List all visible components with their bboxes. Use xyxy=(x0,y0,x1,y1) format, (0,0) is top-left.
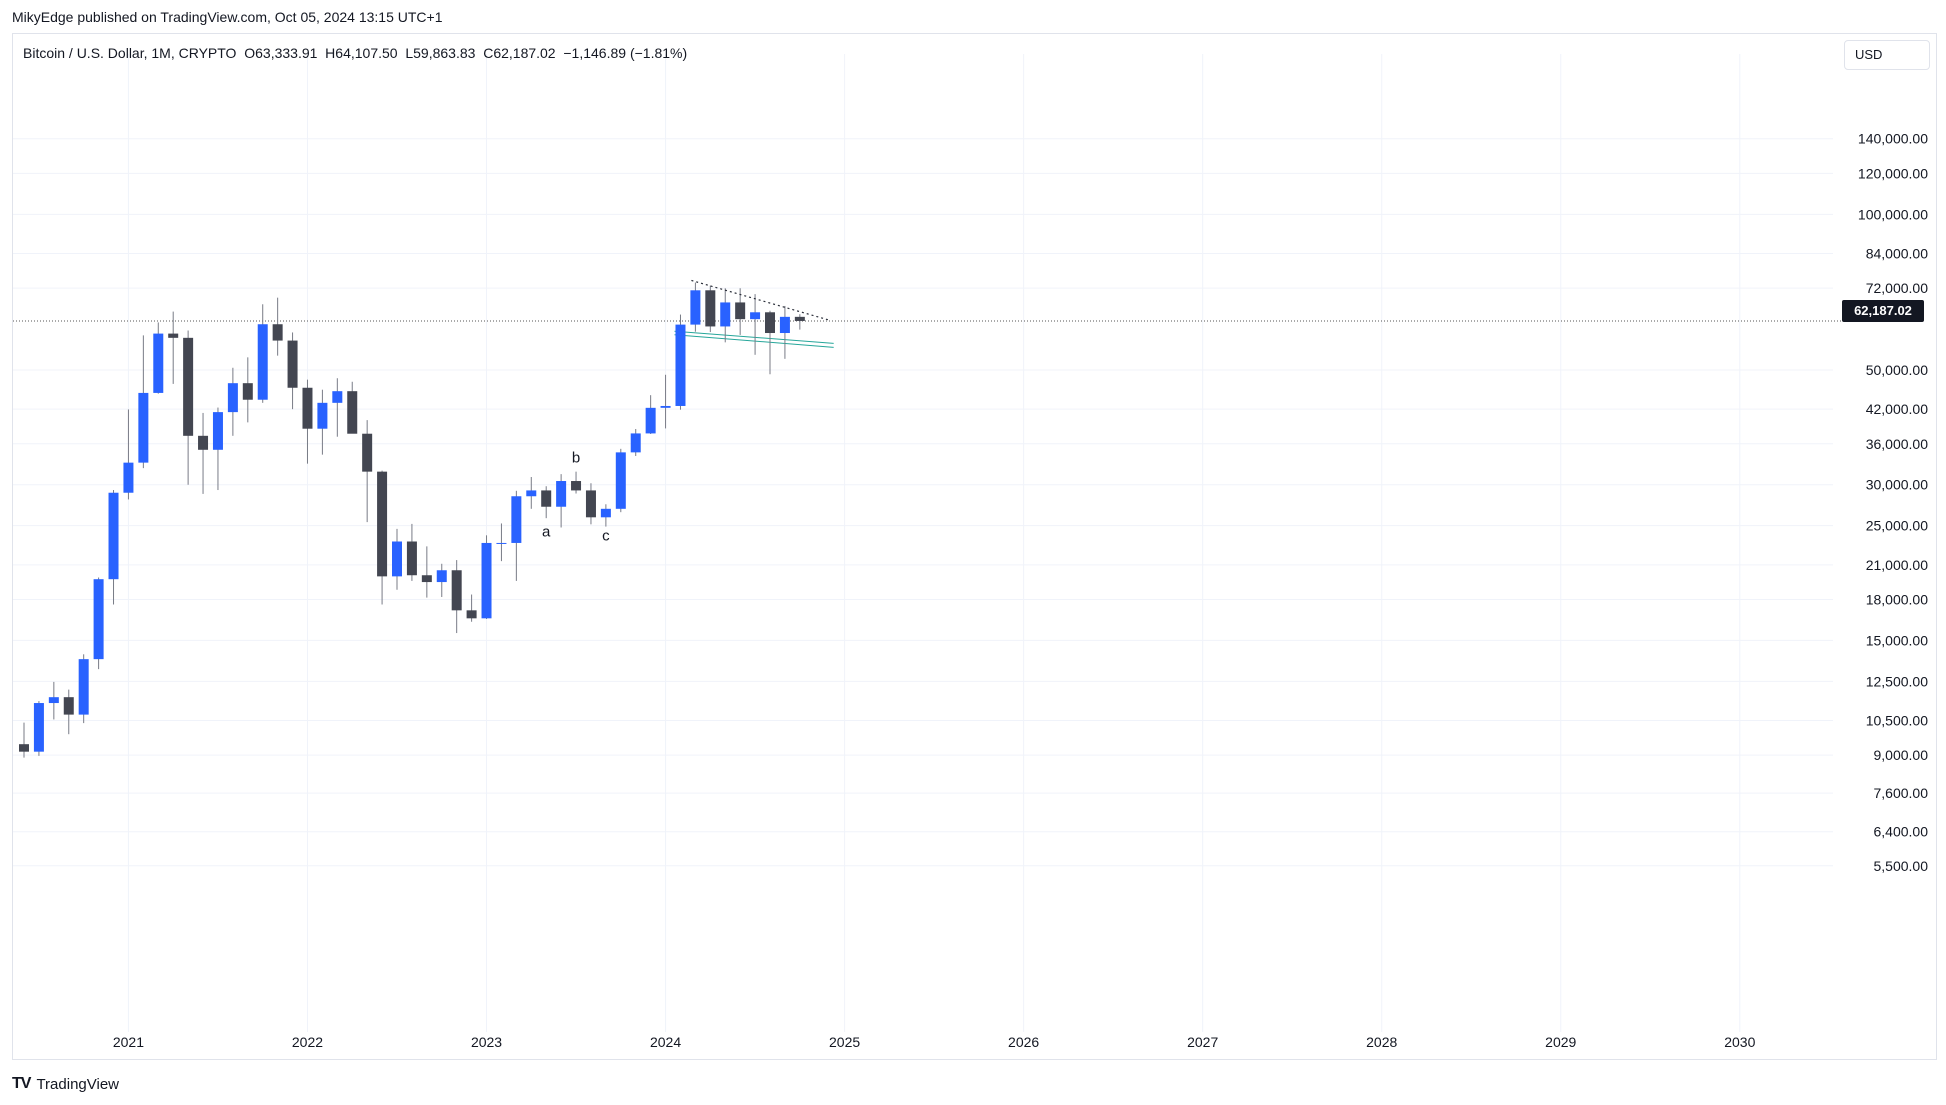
candle-down[interactable] xyxy=(362,433,373,472)
candle-down[interactable] xyxy=(168,333,179,338)
candle-down[interactable] xyxy=(19,744,29,752)
y-tick-label: 9,000.00 xyxy=(1874,747,1929,763)
candle-down[interactable] xyxy=(347,391,358,434)
symbol-name[interactable]: Bitcoin / U.S. Dollar, 1M, CRYPTO xyxy=(23,45,237,61)
candle-up[interactable] xyxy=(78,659,89,715)
candle-up[interactable] xyxy=(481,542,492,619)
chart-frame[interactable]: 5,500.00 6,400.00 7,600.00 9,000.00 10,500.0… xyxy=(12,33,1937,1060)
candle-down[interactable] xyxy=(571,481,582,491)
x-tick-label: 2025 xyxy=(829,1034,860,1050)
x-tick-label: 2029 xyxy=(1545,1034,1576,1050)
tradingview-brand[interactable]: TV TradingView xyxy=(12,1075,119,1093)
symbol-legend: Bitcoin / U.S. Dollar, 1M, CRYPTO O63,33… xyxy=(23,45,687,61)
y-tick-label: 6,400.00 xyxy=(1874,824,1929,840)
candle-down[interactable] xyxy=(585,490,596,518)
y-tick-label: 7,600.00 xyxy=(1874,785,1929,801)
price-chart[interactable]: 5,500.00 6,400.00 7,600.00 9,000.00 10,500.0… xyxy=(13,34,1936,1059)
candle-up[interactable] xyxy=(690,290,701,325)
candle-down[interactable] xyxy=(705,290,716,327)
candle-down[interactable] xyxy=(198,435,209,450)
candle-up[interactable] xyxy=(556,481,567,507)
candle-up[interactable] xyxy=(138,392,149,463)
candle-down[interactable] xyxy=(794,316,805,321)
wave-label-a[interactable]: a xyxy=(542,524,551,541)
candle-up[interactable] xyxy=(645,407,656,434)
x-tick-label: 2022 xyxy=(292,1034,323,1050)
wave-label-c[interactable]: c xyxy=(602,528,610,545)
x-tick-label: 2026 xyxy=(1008,1034,1039,1050)
candle-up[interactable] xyxy=(526,490,537,497)
x-tick-label: 2028 xyxy=(1366,1034,1397,1050)
candle-down[interactable] xyxy=(735,302,746,320)
candle-down[interactable] xyxy=(451,570,462,611)
candle-down[interactable] xyxy=(272,324,283,341)
y-tick-label: 84,000.00 xyxy=(1866,245,1928,261)
candle-up[interactable] xyxy=(332,391,343,403)
candle-up[interactable] xyxy=(108,492,119,580)
y-tick-label: 12,500.00 xyxy=(1866,673,1928,689)
x-tick-label: 2021 xyxy=(113,1034,144,1050)
y-tick-label: 36,000.00 xyxy=(1866,436,1928,452)
y-tick-label: 25,000.00 xyxy=(1866,518,1928,534)
brand-name: TradingView xyxy=(36,1075,119,1093)
support-line[interactable] xyxy=(674,330,834,344)
candle-down[interactable] xyxy=(242,383,253,400)
candle-up[interactable] xyxy=(720,302,731,327)
candle-up[interactable] xyxy=(93,579,104,660)
support-line[interactable] xyxy=(674,334,834,348)
candle-down[interactable] xyxy=(466,610,477,619)
y-tick-label: 15,000.00 xyxy=(1866,632,1928,648)
y-tick-label: 100,000.00 xyxy=(1858,206,1928,222)
x-tick-label: 2024 xyxy=(650,1034,681,1050)
candle-down[interactable] xyxy=(287,340,298,388)
wave-label-b[interactable]: b xyxy=(572,450,580,467)
candle-down[interactable] xyxy=(765,312,775,334)
candle-up[interactable] xyxy=(123,462,134,493)
candle-up[interactable] xyxy=(779,316,790,334)
candle-up[interactable] xyxy=(496,542,507,544)
y-tick-label: 72,000.00 xyxy=(1866,280,1928,296)
tradingview-logo-icon: TV xyxy=(12,1075,31,1092)
y-tick-label: 5,500.00 xyxy=(1874,858,1929,874)
candle-up[interactable] xyxy=(600,508,611,518)
candle-up[interactable] xyxy=(48,697,59,704)
currency-button[interactable]: USD xyxy=(1844,40,1930,70)
y-tick-label: 140,000.00 xyxy=(1858,131,1928,147)
x-tick-label: 2023 xyxy=(471,1034,502,1050)
publisher-caption: MikyEdge published on TradingView.com, O… xyxy=(12,9,443,25)
candle-down[interactable] xyxy=(183,337,194,436)
last-price-label: 62,187.02 xyxy=(1842,300,1924,322)
y-tick-label: 50,000.00 xyxy=(1866,362,1928,378)
y-tick-label: 10,500.00 xyxy=(1866,713,1928,729)
candle-up[interactable] xyxy=(750,312,761,320)
y-tick-label: 18,000.00 xyxy=(1866,591,1928,607)
candle-up[interactable] xyxy=(33,703,44,752)
candle-up[interactable] xyxy=(511,496,522,543)
candle-down[interactable] xyxy=(377,471,388,577)
y-tick-label: 120,000.00 xyxy=(1858,165,1928,181)
y-tick-label: 42,000.00 xyxy=(1866,401,1928,417)
candle-up[interactable] xyxy=(436,570,447,583)
candle-up[interactable] xyxy=(615,452,626,509)
y-tick-label: 30,000.00 xyxy=(1866,477,1928,493)
ohlc-values: O63,333.91 H64,107.50 L59,863.83 C62,187… xyxy=(244,45,688,61)
candle-down[interactable] xyxy=(541,490,552,507)
candle-up[interactable] xyxy=(153,333,164,393)
candle-up[interactable] xyxy=(257,324,268,400)
candle-up[interactable] xyxy=(317,402,328,429)
candle-up[interactable] xyxy=(392,541,402,577)
candle-down[interactable] xyxy=(406,541,417,576)
candle-up[interactable] xyxy=(675,324,686,406)
x-tick-label: 2027 xyxy=(1187,1034,1218,1050)
candle-up[interactable] xyxy=(630,433,641,453)
y-tick-label: 21,000.00 xyxy=(1866,557,1928,573)
candle-up[interactable] xyxy=(660,405,671,408)
candle-down[interactable] xyxy=(302,387,313,429)
x-tick-label: 2030 xyxy=(1724,1034,1755,1050)
candle-up[interactable] xyxy=(212,412,223,450)
candle-down[interactable] xyxy=(63,697,74,715)
candle-down[interactable] xyxy=(421,575,432,583)
trendline[interactable] xyxy=(691,279,830,321)
candle-up[interactable] xyxy=(227,383,238,413)
